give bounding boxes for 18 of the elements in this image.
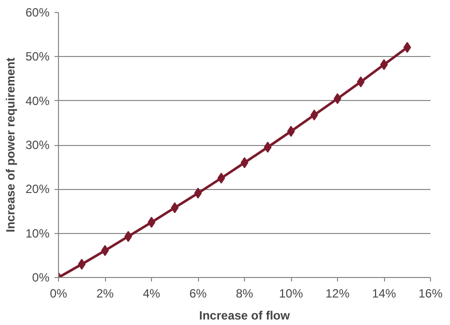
x-tick-label: 16% (418, 286, 443, 300)
x-tick-label: 8% (236, 286, 254, 300)
y-tick-label: 20% (25, 182, 50, 196)
y-tick-label: 30% (25, 138, 50, 152)
x-tick-label: 12% (325, 286, 350, 300)
x-tick-label: 4% (142, 286, 160, 300)
y-tick-label: 60% (25, 6, 50, 20)
y-tick-label: 50% (25, 50, 50, 64)
y-axis-title: Increase of power requirement (3, 58, 18, 232)
x-tick-label: 6% (189, 286, 207, 300)
y-tick-label: 0% (32, 270, 50, 284)
x-tick-label: 2% (96, 286, 114, 300)
y-tick-label: 10% (25, 226, 50, 240)
x-tick-label: 14% (372, 286, 396, 300)
x-tick-label: 10% (278, 286, 304, 300)
x-axis-title: Increase of flow (199, 308, 291, 322)
x-tick-label: 0% (50, 286, 68, 300)
y-tick-label: 40% (25, 94, 50, 108)
